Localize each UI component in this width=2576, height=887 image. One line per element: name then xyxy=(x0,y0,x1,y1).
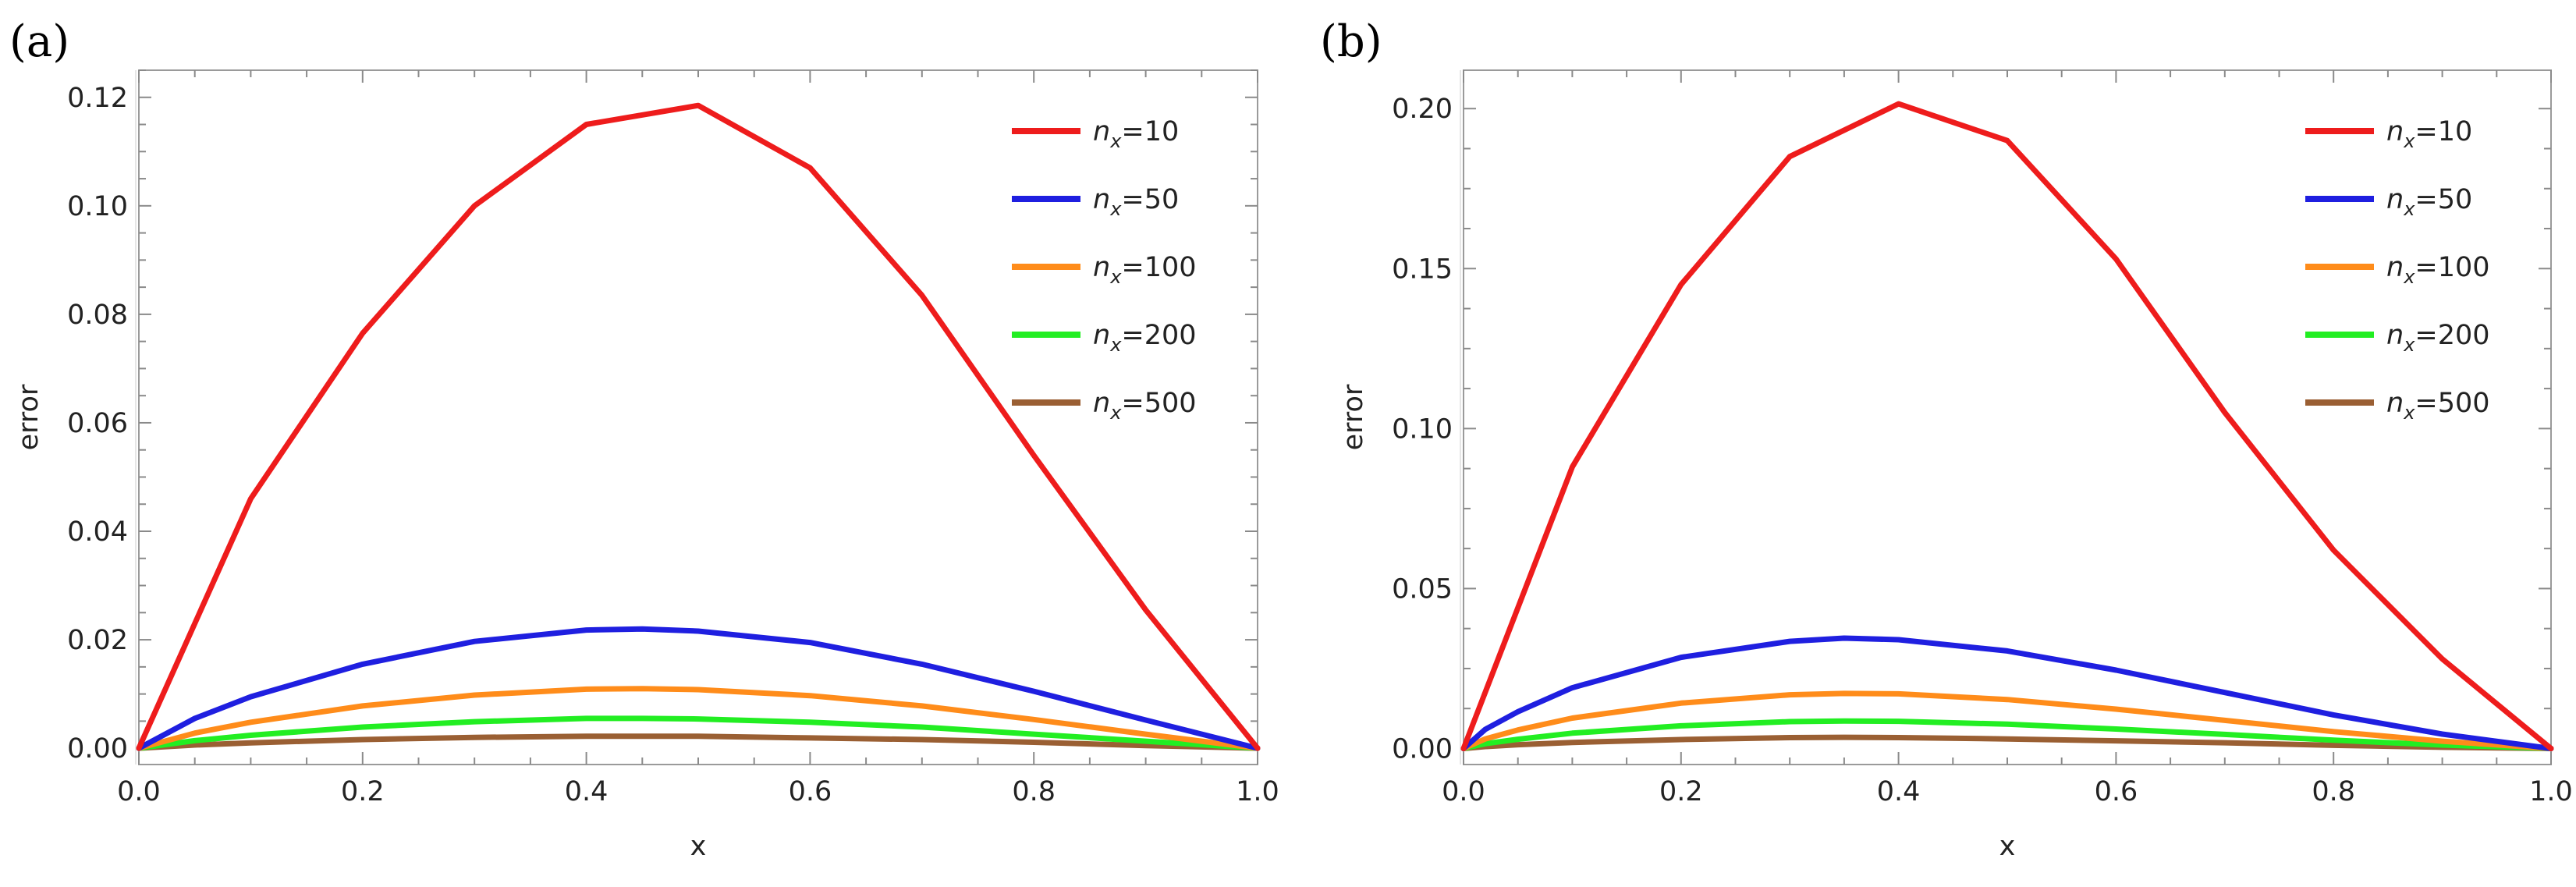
series-line-nx-10 xyxy=(136,102,1261,751)
legend-label: nx=200 xyxy=(2386,320,2490,356)
legend-entry: nx=200 xyxy=(1012,320,1197,356)
legend-label-base: n xyxy=(1093,388,1110,419)
y-tick-label: 0.15 xyxy=(1392,254,1453,285)
series-line-nx-200 xyxy=(1460,718,2554,751)
legend-label-base: n xyxy=(1093,184,1110,215)
legend-label-value: =200 xyxy=(1121,320,1196,351)
series-line-nx-500 xyxy=(136,733,1261,751)
legend-label: nx=100 xyxy=(2386,252,2490,288)
legend-label: nx=50 xyxy=(1093,184,1179,220)
panel-a: (a) 0.0 0.2 0.4 0.6 0.8 1.0 0.00 0.02 0.04 0.06 0.0… xyxy=(9,16,1279,862)
legend-label-value: =50 xyxy=(1121,184,1179,215)
legend-label-value: =100 xyxy=(1121,252,1196,283)
y-tick-label: 0.20 xyxy=(1392,94,1453,125)
x-tick-label: 0.4 xyxy=(565,776,609,807)
series-line-nx-100 xyxy=(1460,690,2554,751)
y-tick-label: 0.10 xyxy=(1392,413,1453,445)
panel-label: (a) xyxy=(9,16,69,67)
y-axis-title: error xyxy=(1338,384,1369,450)
x-tick-label: 0.2 xyxy=(341,776,385,807)
legend-label-subscript: x xyxy=(1109,130,1122,152)
legend-label-subscript: x xyxy=(1109,266,1122,288)
series-line-nx-10 xyxy=(1460,101,2554,751)
x-tick-label: 0.8 xyxy=(2312,776,2355,807)
legend-label-subscript: x xyxy=(1109,402,1122,424)
series-line-nx-100 xyxy=(136,686,1261,751)
legend-label-value: =10 xyxy=(1121,116,1179,147)
legend-label: nx=500 xyxy=(1093,388,1197,424)
x-tick-label: 0.6 xyxy=(2095,776,2138,807)
legend-label: nx=200 xyxy=(1093,320,1197,356)
legend-label-base: n xyxy=(1093,320,1110,351)
x-tick-label: 1.0 xyxy=(1236,776,1279,807)
legend-label-value: =100 xyxy=(2415,252,2489,283)
legend-entry: nx=500 xyxy=(2305,388,2490,424)
y-tick-label: 0.00 xyxy=(67,733,128,765)
panel-b: (b) 0.0 0.2 0.4 0.6 0.8 1.0 0.00 0.05 0.10 0.15 0.2… xyxy=(1320,16,2573,862)
x-tick-label: 0.8 xyxy=(1012,776,1056,807)
x-tick-label: 0.4 xyxy=(1877,776,1921,807)
legend-label-value: =500 xyxy=(1121,388,1196,419)
series-line-nx-50 xyxy=(136,626,1261,751)
x-tick-label: 0.2 xyxy=(1659,776,1703,807)
legend-label-subscript: x xyxy=(1109,334,1122,356)
legend-entry: nx=10 xyxy=(2305,116,2472,152)
y-tick-label: 0.12 xyxy=(67,83,128,114)
legend-entry: nx=10 xyxy=(1012,116,1179,152)
legend-label: nx=10 xyxy=(1093,116,1179,152)
x-tick-label: 1.0 xyxy=(2529,776,2573,807)
legend-label-subscript: x xyxy=(2403,198,2415,220)
y-tick-label: 0.06 xyxy=(67,408,128,439)
legend-label-base: n xyxy=(2386,252,2404,283)
legend-label-base: n xyxy=(2386,116,2404,147)
y-tick-label: 0.02 xyxy=(67,625,128,656)
y-tick-label: 0.10 xyxy=(67,191,128,222)
series-line-nx-50 xyxy=(1460,635,2554,751)
legend-label-subscript: x xyxy=(2403,402,2415,424)
y-axis-title: error xyxy=(13,384,44,450)
y-tick-label: 0.00 xyxy=(1392,733,1453,765)
legend-label: nx=50 xyxy=(2386,184,2472,220)
legend-label-value: =10 xyxy=(2415,116,2472,147)
x-tick-label: 0.0 xyxy=(1442,776,1485,807)
legend-label: nx=500 xyxy=(2386,388,2490,424)
y-tick-label: 0.04 xyxy=(67,516,128,548)
legend-entry: nx=100 xyxy=(1012,252,1197,288)
legend-label-base: n xyxy=(1093,252,1110,283)
legend-label-base: n xyxy=(1093,116,1110,147)
legend-entry: nx=50 xyxy=(1012,184,1179,220)
legend-label-subscript: x xyxy=(2403,130,2415,152)
x-tick-label: 0.6 xyxy=(789,776,832,807)
legend-label: nx=100 xyxy=(1093,252,1197,288)
legend-entry: nx=500 xyxy=(1012,388,1197,424)
panel-label: (b) xyxy=(1320,16,1382,67)
x-axis-title: x xyxy=(1999,831,2016,862)
legend-label-base: n xyxy=(2386,184,2404,215)
legend-label-value: =50 xyxy=(2415,184,2472,215)
y-tick-label: 0.08 xyxy=(67,300,128,331)
legend-label: nx=10 xyxy=(2386,116,2472,152)
legend-label-base: n xyxy=(2386,388,2404,419)
legend-entry: nx=50 xyxy=(2305,184,2472,220)
series-line-nx-500 xyxy=(1460,734,2554,751)
legend-entry: nx=200 xyxy=(2305,320,2490,356)
x-axis-title: x xyxy=(690,831,707,862)
x-tick-label: 0.0 xyxy=(117,776,161,807)
legend-label-subscript: x xyxy=(1109,198,1122,220)
legend-label-value: =500 xyxy=(2415,388,2489,419)
legend-label-subscript: x xyxy=(2403,334,2415,356)
legend-label-value: =200 xyxy=(2415,320,2489,351)
y-tick-label: 0.05 xyxy=(1392,573,1453,605)
legend-label-base: n xyxy=(2386,320,2404,351)
legend-entry: nx=100 xyxy=(2305,252,2490,288)
series-line-nx-200 xyxy=(136,715,1261,751)
legend-label-subscript: x xyxy=(2403,266,2415,288)
